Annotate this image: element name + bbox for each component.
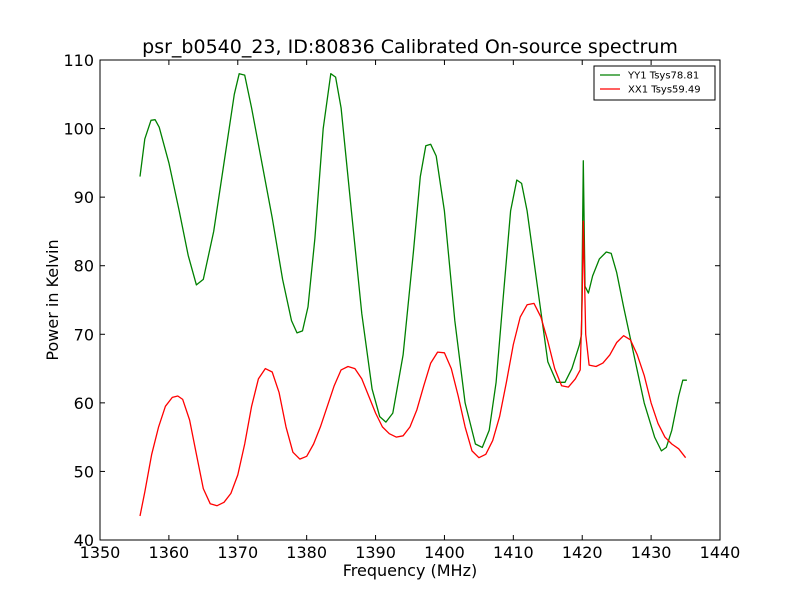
x-tick-label-8: 1430 <box>631 543 672 562</box>
y-tick-label-7: 110 <box>63 51 94 70</box>
x-tick-label-3: 1380 <box>286 543 327 562</box>
x-tick-label-6: 1410 <box>493 543 534 562</box>
series-line-0 <box>139 73 687 452</box>
y-tick-label-4: 80 <box>74 257 94 276</box>
y-tick-label-3: 70 <box>74 325 94 344</box>
legend-label-1: XX1 Tsys59.49 <box>628 85 701 96</box>
x-tick-label-7: 1420 <box>562 543 603 562</box>
x-tick-label-9: 1440 <box>700 543 741 562</box>
x-tick-label-4: 1390 <box>355 543 396 562</box>
x-tick-label-1: 1360 <box>149 543 190 562</box>
plot-area <box>139 73 687 517</box>
y-tick-label-1: 50 <box>74 462 94 481</box>
y-tick-label-5: 90 <box>74 188 94 207</box>
x-tick-label-0: 1350 <box>80 543 121 562</box>
y-axis-label: Power in Kelvin <box>43 239 62 360</box>
series-line-1 <box>139 220 687 517</box>
x-tick-label-2: 1370 <box>217 543 258 562</box>
x-axis-label: Frequency (MHz) <box>343 561 477 580</box>
chart-title: psr_b0540_23, ID:80836 Calibrated On-sou… <box>142 36 678 58</box>
legend: YY1 Tsys78.81 XX1 Tsys59.49 <box>593 65 716 101</box>
x-tick-label-5: 1400 <box>424 543 465 562</box>
legend-box <box>593 65 716 101</box>
y-tick-label-6: 100 <box>63 120 94 139</box>
legend-label-0: YY1 Tsys78.81 <box>627 71 699 82</box>
y-tick-label-2: 60 <box>74 394 94 413</box>
y-tick-label-0: 40 <box>74 531 94 550</box>
axes: 1350 1360 1370 1380 1390 1400 1410 1420 1430 1440… <box>63 51 740 562</box>
plot-frame <box>99 59 721 541</box>
